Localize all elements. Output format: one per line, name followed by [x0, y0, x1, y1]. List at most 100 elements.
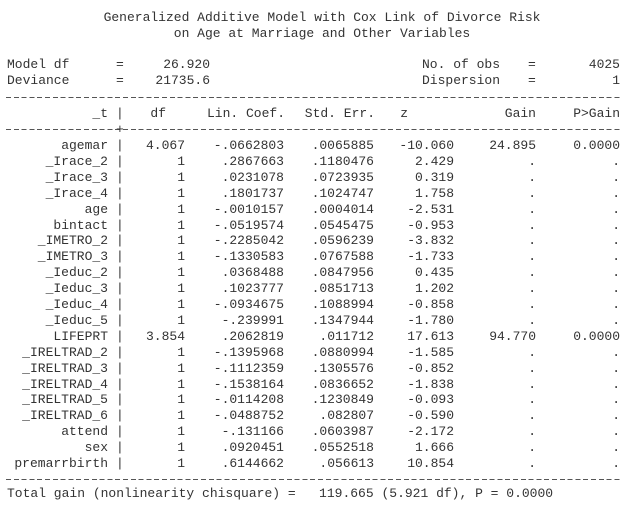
cell: .0603987 [311, 424, 374, 440]
cell: 2.429 [414, 153, 454, 169]
separator: | [116, 106, 124, 121]
separator: | [116, 265, 124, 281]
separator: | [116, 297, 124, 312]
cell: -.1395968 [213, 344, 284, 360]
cell: -0.852 [407, 360, 454, 376]
row-label: _Irace_2 [45, 153, 108, 169]
stat-value: 1 [612, 73, 620, 88]
cell: 10.854 [407, 456, 454, 471]
separator: | [116, 424, 124, 440]
cell: . [612, 376, 620, 392]
cell: . [528, 233, 536, 249]
cell: -.0662803 [213, 138, 284, 153]
cell: 1 [177, 265, 185, 281]
cell: -.131166 [221, 424, 284, 440]
cell: -0.093 [407, 392, 454, 408]
cell: -2.172 [407, 424, 454, 440]
cell: -1.780 [407, 312, 454, 328]
row-label: sex [84, 440, 108, 456]
rule [6, 479, 620, 480]
row-label: bintact [53, 217, 108, 233]
cell: 3.854 [145, 328, 185, 344]
stat-value: 4025 [588, 57, 620, 72]
stat-label: No. of obs [422, 57, 501, 72]
column-header: _t [92, 106, 108, 121]
cell: 1 [177, 376, 185, 392]
cell: 0.319 [414, 169, 454, 185]
separator: | [116, 392, 124, 408]
cell: 1 [177, 440, 185, 456]
cell: 1 [177, 360, 185, 376]
cell: 1 [177, 344, 185, 360]
cell: . [528, 297, 536, 312]
cell: 1 [177, 249, 185, 265]
cell: 1 [177, 281, 185, 297]
cell: .1088994 [311, 297, 374, 312]
cell: . [528, 185, 536, 201]
cell: . [528, 360, 536, 376]
cell: -10.060 [399, 138, 454, 153]
cell: .1023777 [221, 281, 284, 297]
cell: .2062819 [221, 328, 284, 344]
separator: | [116, 201, 124, 217]
row-label: _Ieduc_5 [45, 312, 108, 328]
separator: | [116, 281, 124, 297]
cell: 1 [177, 408, 185, 424]
stat-value: 21735.6 [155, 73, 210, 88]
cell: .0723935 [311, 169, 374, 185]
cell: -.1112359 [213, 360, 284, 376]
cell: 1.202 [414, 281, 454, 297]
cell: .1180476 [311, 153, 374, 169]
cell: -.0488752 [213, 408, 284, 424]
cell: -.239991 [221, 312, 284, 328]
cell: . [528, 249, 536, 265]
separator: | [116, 138, 124, 153]
separator: | [116, 360, 124, 376]
cell: . [612, 217, 620, 233]
cell: .0836652 [311, 376, 374, 392]
cell: . [528, 408, 536, 424]
cell: . [528, 153, 536, 169]
cell: . [528, 424, 536, 440]
separator: | [116, 153, 124, 169]
cell: -.2285042 [213, 233, 284, 249]
cell: . [612, 360, 620, 376]
cell: .0368488 [221, 265, 284, 281]
title: Generalized Additive Model with Cox Link… [103, 10, 541, 25]
row-label: age [84, 201, 108, 217]
cell: 1 [177, 456, 185, 471]
cell: .1347944 [311, 312, 374, 328]
stat-value: 26.920 [163, 57, 210, 72]
separator: | [116, 233, 124, 249]
cell: 94.770 [489, 328, 536, 344]
stat-eq: = [116, 73, 124, 88]
cell: .1230849 [311, 392, 374, 408]
cell: .0847956 [311, 265, 374, 281]
separator: | [116, 344, 124, 360]
cell: . [612, 424, 620, 440]
cell: .2867663 [221, 153, 284, 169]
title: on Age at Marriage and Other Variables [173, 26, 471, 41]
cell: 17.613 [407, 328, 454, 344]
separator: | [116, 217, 124, 233]
stat-eq: = [528, 57, 536, 72]
column-header: Std. Err. [304, 106, 375, 121]
cell: . [612, 392, 620, 408]
cell: 1 [177, 169, 185, 185]
separator: | [116, 169, 124, 185]
footer: Total gain (nonlinearity chisquare) = 11… [7, 486, 554, 501]
separator: | [116, 456, 124, 471]
row-label: _Ieduc_4 [45, 297, 108, 312]
cell: 24.895 [489, 138, 536, 153]
cell: . [612, 344, 620, 360]
cell: .0880994 [311, 344, 374, 360]
row-label: agemar [61, 138, 108, 153]
cell: . [528, 201, 536, 217]
column-header: P>Gain [573, 106, 620, 121]
cell: -2.531 [407, 201, 454, 217]
cell: 1 [177, 201, 185, 217]
row-label: LIFEPRT [53, 328, 108, 344]
cell: . [612, 297, 620, 312]
cell: . [612, 249, 620, 265]
cell: -0.953 [407, 217, 454, 233]
